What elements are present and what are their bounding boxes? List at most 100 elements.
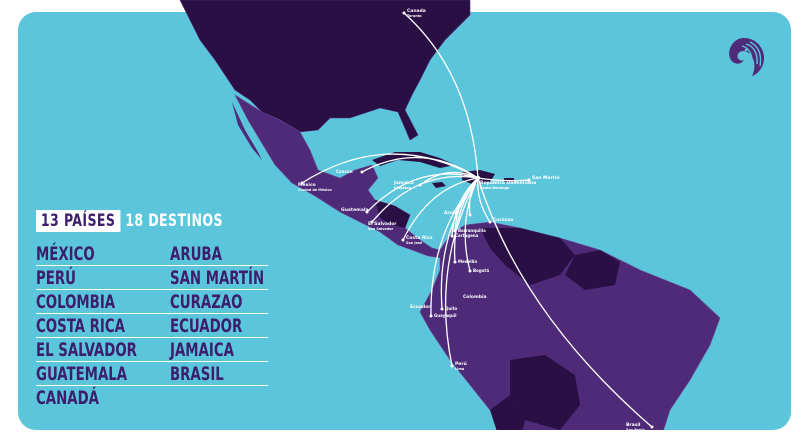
country-item: ECUADOR [170,314,268,338]
map-label-city: Lima [455,367,465,371]
country-item: BRASIL [170,362,268,386]
north-america-land [179,0,471,141]
country-item: MÉXICO [36,242,170,266]
city-dot [468,269,472,273]
map-label-country: México [298,181,316,188]
city-dot [453,260,457,264]
country-item: ARUBA [170,242,268,266]
map-label-country: Aruba [444,210,459,216]
jamaica-island [432,182,446,188]
city-dot [527,178,531,182]
city-dot [429,314,433,318]
map-label-city: Barranquilla [458,228,486,233]
country-name: ARUBA [170,243,222,265]
route-cancun [361,156,479,179]
city-dot [453,229,457,233]
country-name: COSTA RICA [36,315,125,337]
country-item: JAMAICA [170,338,268,362]
map-label-city: Quito [445,306,458,311]
hub-label-country: República Dominicana [480,179,536,186]
route-curazao [477,177,491,223]
map-label-city: Ciudad de México [298,188,332,192]
country-name: JAMAICA [170,339,234,361]
route-jamaica [419,171,479,186]
country-name: EL SALVADOR [36,339,137,361]
country-item: GUATEMALA [36,362,170,386]
map-label-city: Sao Paulo [626,428,645,432]
country-name: BRASIL [170,363,224,385]
city-dot [418,183,422,187]
country-name: ECUADOR [170,315,243,337]
map-label-country: Perú [455,360,467,367]
city-dot [468,213,472,217]
city-dot [488,220,492,224]
destinations-panel: 13 PAÍSES 18 DESTINOS MÉXICO ARUBA PERÚ SAN… [36,210,268,409]
country-item: EL SALVADOR [36,338,170,362]
country-list: MÉXICO ARUBA PERÚ SAN MARTÍN COLOMBIA CURAZAO… [36,242,268,409]
map-label-country: Colombia [463,294,487,300]
route-mexico [301,153,479,184]
country-name: CURAZAO [170,291,243,313]
country-item: COSTA RICA [36,314,170,338]
city-dot [360,170,364,174]
map-label-city: Cancún [336,169,353,174]
bolivia [510,355,580,430]
country-name: COLOMBIA [36,291,116,313]
country-name: CANADÁ [36,387,99,409]
city-dot [650,425,654,429]
country-name: GUATEMALA [36,363,128,385]
country-item: COLOMBIA [36,290,170,314]
map-label-country: Canada [407,8,426,14]
country-item: SAN MARTÍN [170,266,268,290]
map-label-city: Toronto [407,14,422,18]
city-dot [401,238,405,242]
route-bogota [464,177,479,272]
destinations-count: 18 DESTINOS [125,211,223,231]
city-dot [450,234,454,238]
country-name: MÉXICO [36,243,95,265]
map-label-city: Kingston [394,186,412,190]
map-label-country: Jamaica [393,180,414,186]
city-dot [300,181,304,185]
hub-label-city: Santo Domingo [480,186,510,190]
map-label-city: Medellín [458,259,477,264]
country-name: PERÚ [36,267,76,289]
country-name: SAN MARTÍN [170,267,265,289]
guyana [565,250,620,290]
map-label-country: Guatemala [341,207,368,213]
map-label-country: Curazao [493,217,514,223]
hub-dot [475,175,481,181]
city-dot [370,220,374,224]
route-guatemala [366,173,479,213]
route-quito [440,177,479,310]
map-label-country: San Martín [532,174,560,181]
city-dot [402,11,406,15]
map-label-city: Bogotá [473,268,489,273]
route-peru [444,177,479,367]
map-label-city: Cartagena [455,233,479,238]
map-label-city: Guayaquil [434,313,457,318]
country-item: CANADÁ [36,386,170,409]
summary-heading: 13 PAÍSES 18 DESTINOS [36,210,226,232]
route-guayaquil [430,177,479,317]
south-america-land [419,221,721,430]
countries-count: 13 PAÍSES [36,210,121,232]
parrot-logo-icon [729,38,764,76]
route-sanmartin [477,177,530,182]
baja-california [232,102,262,160]
cuba [372,152,455,168]
route-brasil [477,177,653,428]
map-label-country: Brasil [626,422,641,428]
route-costarica [402,177,479,241]
route-canada [403,12,479,179]
chile-argentina [490,395,525,430]
map-label-country: Ecuador [410,304,431,310]
map-label-city: San José [406,241,423,245]
city-dot [365,210,369,214]
routes-layer [301,12,653,428]
country-item: PERÚ [36,266,170,290]
country-item: CURAZAO [170,290,268,314]
map-label-country: Costa Rica [406,235,433,241]
